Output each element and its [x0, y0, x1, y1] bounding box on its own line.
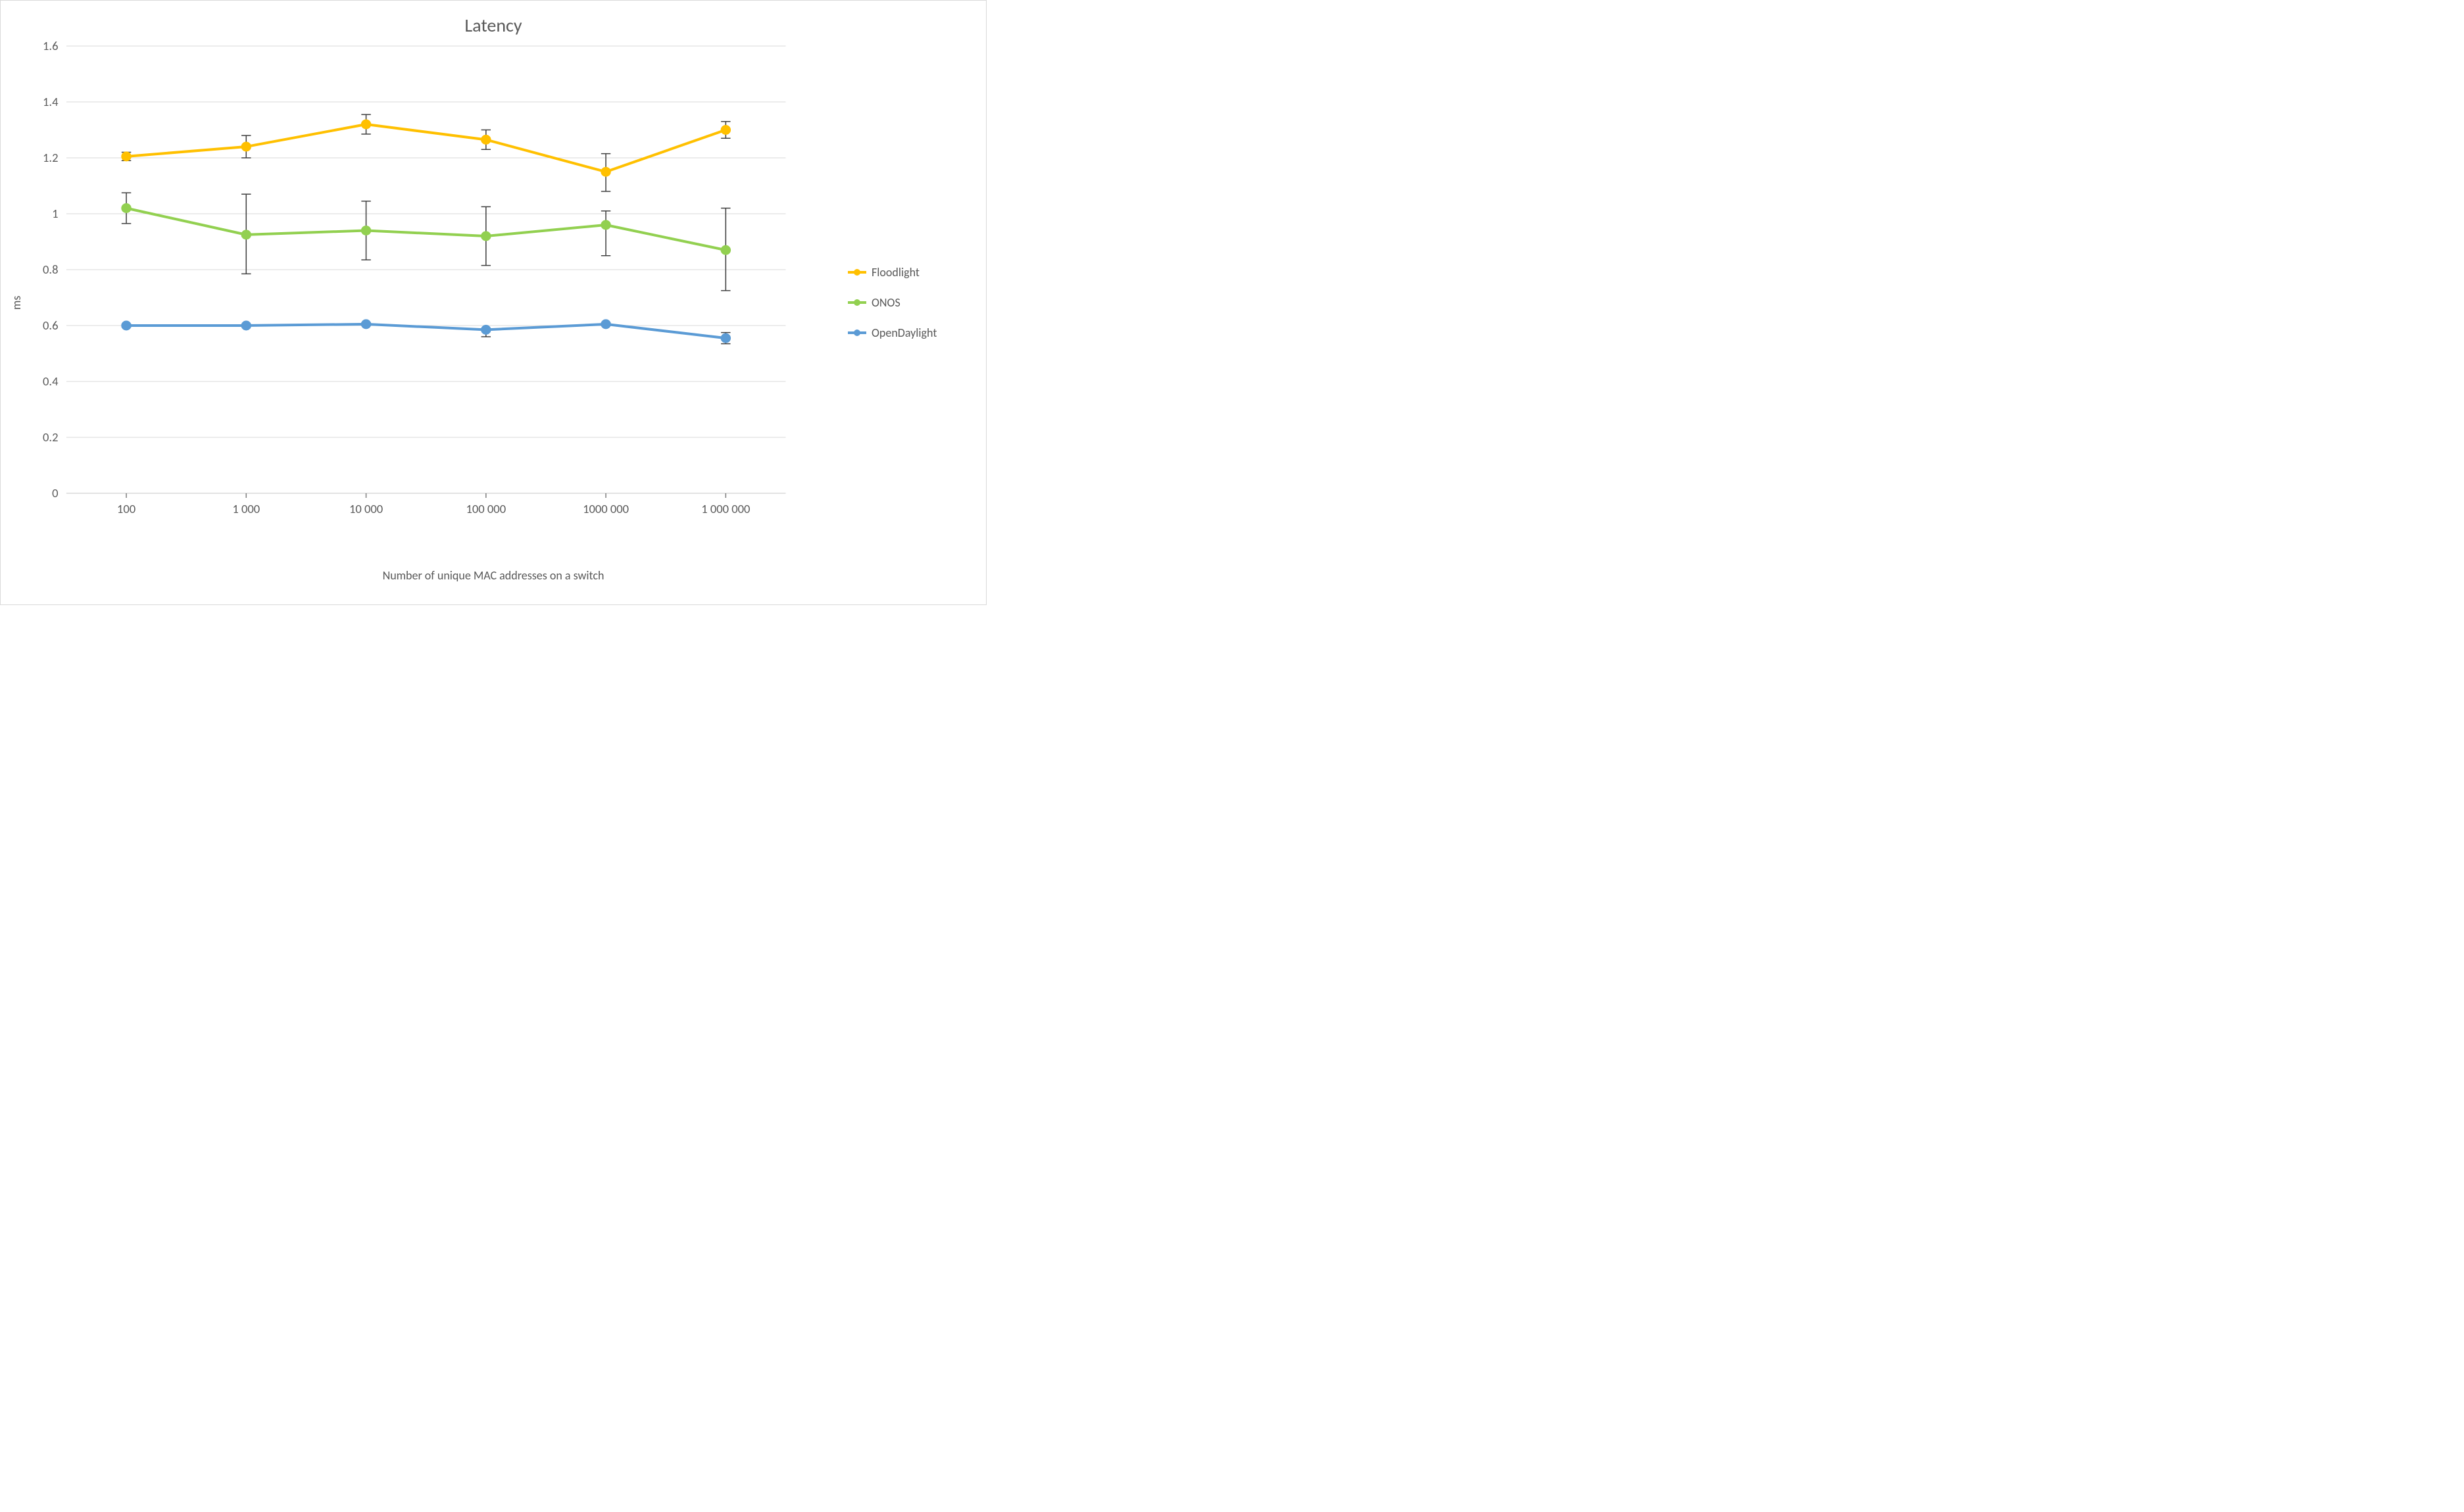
legend-label: Floodlight — [872, 265, 920, 280]
chart-title: Latency — [7, 14, 979, 37]
x-tick-label: 100 — [117, 502, 136, 516]
series-marker — [721, 245, 730, 255]
series-marker — [601, 220, 610, 230]
chart-container: Latency ms 0 0.2 0.4 0.6 0.8 1 1.2 1.4 1.6 100 1 0… — [0, 0, 987, 605]
x-tick-label: 10 000 — [349, 502, 383, 516]
legend-marker-icon — [854, 269, 860, 276]
series-marker — [241, 230, 251, 239]
y-tick-label: 0.6 — [43, 318, 58, 333]
plot-area: 0 0.2 0.4 0.6 0.8 1 1.2 1.4 1.6 100 1 000 10 000 100… — [26, 39, 840, 566]
y-tick-label: 1.2 — [43, 151, 58, 165]
x-tick-label: 1000 000 — [583, 502, 629, 516]
series-marker — [361, 320, 370, 329]
x-axis-title: Number of unique MAC addresses on a swit… — [7, 568, 979, 583]
y-tick-label: 0 — [52, 486, 58, 500]
series-line — [126, 208, 726, 251]
series-marker — [601, 320, 610, 329]
y-tick-label: 1 — [52, 207, 58, 221]
series-marker — [481, 325, 491, 334]
series-marker — [481, 232, 491, 241]
y-tick-label: 0.8 — [43, 262, 58, 277]
legend-swatch — [848, 331, 866, 334]
series-marker — [361, 226, 370, 235]
y-tick-label: 0.2 — [43, 430, 58, 445]
series-marker — [601, 167, 610, 176]
legend-marker-icon — [854, 329, 860, 336]
series-marker — [721, 126, 730, 135]
series-line — [126, 124, 726, 172]
plot-svg: 0 0.2 0.4 0.6 0.8 1 1.2 1.4 1.6 100 1 000 10 000 100… — [26, 39, 840, 566]
series-marker — [122, 321, 131, 330]
series-marker — [122, 204, 131, 213]
series-marker — [361, 120, 370, 129]
legend-item: OpenDaylight — [848, 326, 979, 340]
x-tick-label: 1 000 000 — [701, 502, 750, 516]
legend-item: ONOS — [848, 295, 979, 310]
legend-marker-icon — [854, 299, 860, 306]
y-tick-label: 1.4 — [43, 95, 58, 109]
series-line — [126, 324, 726, 338]
legend-label: ONOS — [872, 295, 900, 310]
series-marker — [481, 135, 491, 144]
x-tick-label: 1 000 — [232, 502, 260, 516]
series-marker — [241, 142, 251, 151]
plot-wrapper: ms 0 0.2 0.4 0.6 0.8 1 1.2 1.4 1.6 100 1 000 10 000… — [7, 39, 979, 566]
series-marker — [122, 152, 131, 161]
series-marker — [721, 333, 730, 343]
legend-swatch — [848, 301, 866, 304]
y-tick-label: 1.6 — [43, 39, 58, 53]
legend-label: OpenDaylight — [872, 326, 937, 340]
y-axis-title: ms — [7, 39, 26, 566]
legend-item: Floodlight — [848, 265, 979, 280]
series-marker — [241, 321, 251, 330]
legend-swatch — [848, 271, 866, 274]
x-tick-label: 100 000 — [466, 502, 506, 516]
legend: Floodlight ONOS OpenDaylight — [840, 39, 979, 566]
y-tick-label: 0.4 — [43, 374, 58, 389]
